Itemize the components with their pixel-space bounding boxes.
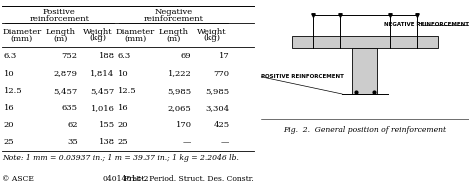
Bar xyxy=(292,36,438,48)
Text: (kg): (kg) xyxy=(203,34,220,43)
Text: 2,065: 2,065 xyxy=(168,104,191,112)
Text: 35: 35 xyxy=(67,138,78,147)
Text: (mm): (mm) xyxy=(11,34,33,43)
Text: Weight: Weight xyxy=(83,28,112,36)
Text: —: — xyxy=(183,138,191,147)
Text: Diameter: Diameter xyxy=(116,28,155,36)
Text: Length: Length xyxy=(45,28,75,36)
Text: Note: 1 mm = 0.03937 in.; 1 m = 39.37 in.; 1 kg = 2.2046 lb.: Note: 1 mm = 0.03937 in.; 1 m = 39.37 in… xyxy=(2,154,239,162)
Text: 2,879: 2,879 xyxy=(54,70,78,78)
Text: 5,985: 5,985 xyxy=(167,87,191,95)
Text: 138: 138 xyxy=(99,138,115,147)
Text: 10: 10 xyxy=(118,70,128,78)
Text: Fig.  2.  General position of reinforcement: Fig. 2. General position of reinforcemen… xyxy=(283,126,447,134)
Text: 425: 425 xyxy=(213,121,229,129)
Text: Negative: Negative xyxy=(155,8,192,16)
Text: NEGATIVE REINFORCEMENT: NEGATIVE REINFORCEMENT xyxy=(384,22,469,27)
Bar xyxy=(353,48,377,94)
Text: 25: 25 xyxy=(118,138,128,147)
Text: 170: 170 xyxy=(175,121,191,129)
Text: 752: 752 xyxy=(62,52,78,60)
Text: 770: 770 xyxy=(213,70,229,78)
Text: 1,814: 1,814 xyxy=(91,70,115,78)
Text: 155: 155 xyxy=(99,121,115,129)
Text: POSITIVE REINFORCEMENT: POSITIVE REINFORCEMENT xyxy=(261,74,344,79)
Text: 69: 69 xyxy=(181,52,191,60)
Text: 635: 635 xyxy=(62,104,78,112)
Text: Pract. Period. Struct. Des. Constr.: Pract. Period. Struct. Des. Constr. xyxy=(124,174,254,183)
Text: 10: 10 xyxy=(4,70,14,78)
Text: 20: 20 xyxy=(118,121,128,129)
Text: 20: 20 xyxy=(4,121,14,129)
Text: (mm): (mm) xyxy=(125,34,146,43)
Text: 04014018-2: 04014018-2 xyxy=(102,174,149,183)
Text: (kg): (kg) xyxy=(89,34,106,43)
Text: 5,985: 5,985 xyxy=(205,87,229,95)
Text: 6.3: 6.3 xyxy=(118,52,131,60)
Text: reinforcement: reinforcement xyxy=(29,15,89,23)
Text: © ASCE: © ASCE xyxy=(2,174,34,183)
Text: Weight: Weight xyxy=(197,28,227,36)
Text: 3,304: 3,304 xyxy=(205,104,229,112)
Text: Diameter: Diameter xyxy=(2,28,41,36)
Text: 25: 25 xyxy=(4,138,14,147)
Text: 12.5: 12.5 xyxy=(118,87,136,95)
Text: 17: 17 xyxy=(219,52,229,60)
Text: Positive: Positive xyxy=(43,8,76,16)
Text: 16: 16 xyxy=(4,104,14,112)
Text: 1,016: 1,016 xyxy=(91,104,115,112)
Text: —: — xyxy=(221,138,229,147)
Text: (m): (m) xyxy=(53,34,67,43)
Text: 5,457: 5,457 xyxy=(54,87,78,95)
Text: 12.5: 12.5 xyxy=(4,87,22,95)
Text: reinforcement: reinforcement xyxy=(144,15,203,23)
Text: (m): (m) xyxy=(167,34,181,43)
Text: Length: Length xyxy=(159,28,189,36)
Text: 5,457: 5,457 xyxy=(91,87,115,95)
Text: 62: 62 xyxy=(67,121,78,129)
Text: 188: 188 xyxy=(99,52,115,60)
Text: 16: 16 xyxy=(118,104,128,112)
Text: 6.3: 6.3 xyxy=(4,52,17,60)
Text: 1,222: 1,222 xyxy=(168,70,191,78)
